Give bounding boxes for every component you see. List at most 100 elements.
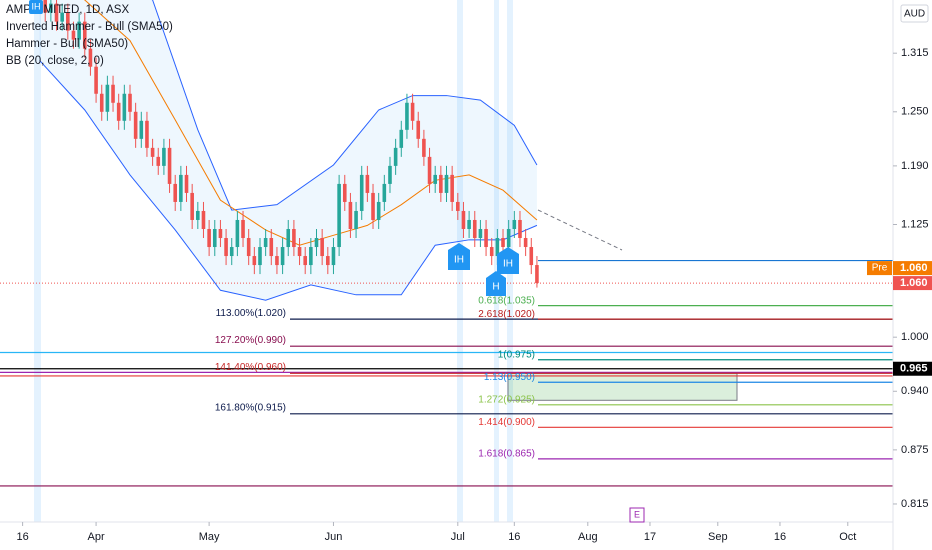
candle-body (269, 238, 274, 257)
bollinger-upper (151, 0, 538, 211)
candle-body (303, 256, 308, 266)
y-tick-label: 1.315 (901, 47, 929, 59)
candle-body (342, 183, 347, 202)
highlight (34, 0, 41, 522)
y-tick-label: 0.940 (901, 385, 929, 397)
candle-body (94, 66, 98, 94)
legend-line: Inverted Hammer - Bull (SMA50) (6, 21, 173, 33)
candle-body (461, 210, 466, 229)
candle-body (354, 210, 358, 229)
candle-body (167, 147, 172, 184)
candle-body (484, 228, 488, 248)
candle-body (523, 238, 528, 248)
candle-body (359, 174, 364, 211)
candle-body (111, 84, 115, 103)
x-tick-label: Sep (708, 531, 728, 543)
price-badge-tag (867, 261, 892, 276)
price-badge (893, 276, 932, 291)
candle-body (280, 247, 285, 266)
fib-label: 1.414(0.900) (478, 417, 535, 428)
candle-body (173, 183, 178, 202)
candle-body (246, 238, 251, 257)
x-tick-label: 16 (16, 531, 28, 543)
price-badge (893, 261, 932, 276)
earnings-marker[interactable] (629, 507, 645, 523)
candle-body (501, 238, 505, 248)
candle-body (184, 174, 189, 193)
candle-body (145, 120, 149, 148)
candle-body (348, 201, 353, 229)
candle-body (495, 238, 500, 257)
y-tick-label: 1.250 (901, 106, 929, 118)
candle-body (229, 247, 234, 257)
fib-label: 113.00%(1.020) (216, 308, 286, 319)
candle-body (88, 48, 93, 67)
fib-label: 0.618(1.035) (478, 295, 535, 306)
price-badge-label: 0.965 (900, 363, 928, 375)
fib-label: 2.618(1.020) (478, 309, 535, 320)
y-tick-label: 1.000 (901, 331, 929, 343)
candle-body (77, 21, 81, 40)
x-tick-label: Jul (451, 531, 465, 543)
price-badge (893, 361, 932, 376)
candle-body (286, 228, 291, 248)
candle-body (467, 219, 471, 229)
candle-body (393, 147, 398, 166)
marker-label[interactable]: E (634, 509, 640, 519)
x-tick-label: 17 (644, 531, 656, 543)
x-tick-label: May (199, 531, 220, 543)
fib-label: 1(0.975) (498, 349, 535, 360)
candle-body (388, 165, 392, 184)
y-tick-label: 1.190 (901, 160, 929, 172)
candle-body (326, 256, 330, 266)
candle-body (258, 247, 262, 266)
candle-body (275, 256, 279, 266)
x-tick-label: Aug (578, 531, 598, 543)
candle-body (43, 0, 48, 13)
x-tick-label: 16 (774, 531, 786, 543)
candle-body (518, 219, 522, 239)
candle-body (263, 238, 268, 248)
x-tick-label: Oct (839, 531, 856, 543)
candle-body (105, 84, 110, 112)
candle-body (99, 93, 104, 112)
fib-label: 141.40%(0.960) (215, 362, 286, 373)
candle-body (252, 256, 257, 266)
currency[interactable]: AUD (904, 9, 925, 20)
candle-body (122, 93, 127, 121)
candle-body (241, 219, 245, 239)
fib-label: 127.20%(0.990) (215, 335, 286, 346)
candle-body (535, 265, 539, 284)
price-badge-label: 1.060 (900, 262, 928, 274)
bollinger-lower (39, 60, 538, 301)
plot: 113.00%(1.020) 127.20%(0.990) 141.40%(0.96… (0, 0, 893, 487)
legend-title: AMP LIMITED, 1D, ASX (6, 4, 129, 16)
candle-body (529, 247, 534, 266)
legend-line: Hammer - Bull (SMA50) (6, 38, 128, 50)
fib-label: 1.618(0.865) (478, 449, 535, 460)
candle-body (506, 228, 511, 248)
axes: 1.315 1.250 1.190 1.125 1.000 0.940 0.875 0.815… (16, 47, 932, 543)
candle-body (82, 21, 87, 49)
marker-flag (497, 247, 519, 274)
candle-body (472, 219, 477, 239)
candle-body (410, 102, 415, 121)
candle-body (337, 183, 341, 248)
marker-label: IH (454, 255, 464, 266)
candle-body (156, 156, 161, 166)
candle-body (133, 111, 138, 139)
trend-line (537, 209, 623, 251)
candle-body (66, 12, 70, 31)
candle-body (297, 247, 302, 257)
candle-body (139, 120, 144, 139)
candle-body (201, 210, 206, 229)
candle-body (207, 228, 211, 248)
candle-body (444, 174, 449, 193)
y-tick-label: 1.125 (901, 218, 929, 230)
candle-body (371, 192, 375, 220)
candle-body (450, 174, 454, 202)
currency-box[interactable] (900, 4, 929, 23)
candle-body (190, 192, 194, 220)
price-badge-tag-label: Pre (872, 263, 888, 274)
legend: AMP LIMITED, 1D, ASX Inverted Hammer - B… (6, 4, 173, 67)
